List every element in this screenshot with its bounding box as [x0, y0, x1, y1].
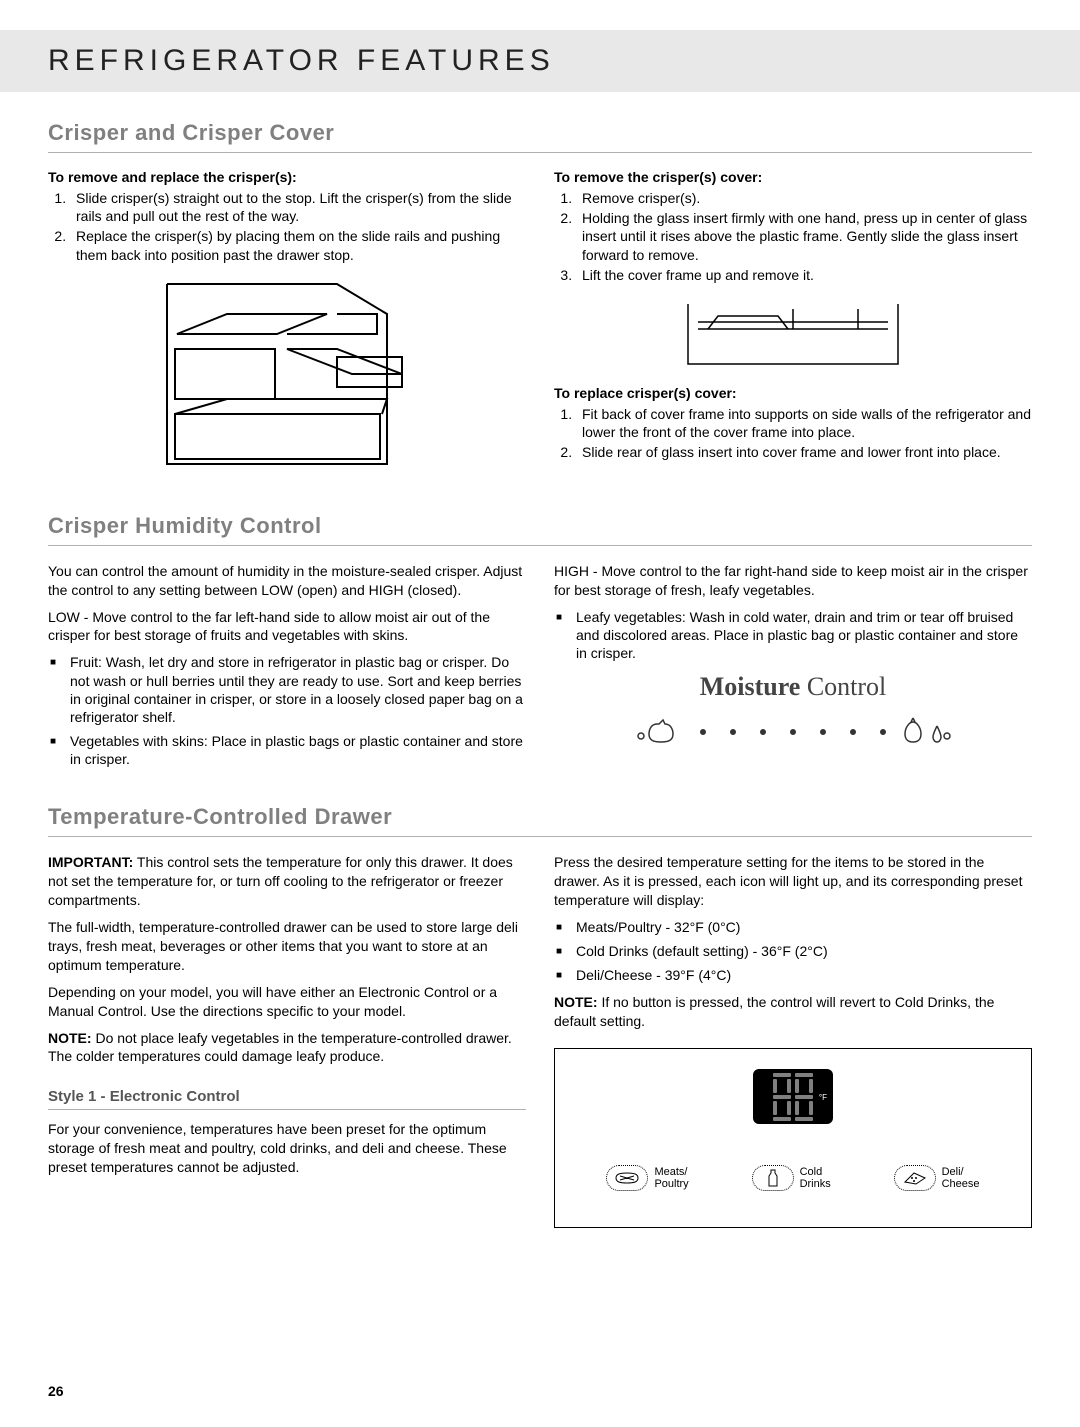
moisture-bold: Moisture	[700, 672, 801, 701]
list-item: Deli/Cheese - 39°F (4°C)	[576, 966, 1032, 984]
moisture-title: Moisture Control	[554, 672, 1032, 702]
cover-illustration	[554, 294, 1032, 377]
moisture-regular: Control	[800, 672, 886, 701]
list-item: Vegetables with skins: Place in plastic …	[70, 732, 526, 768]
s2-right-p1: HIGH - Move control to the far right-han…	[554, 562, 1032, 600]
style1-head: Style 1 - Electronic Control	[48, 1088, 526, 1105]
section2-cols: You can control the amount of humidity i…	[48, 562, 1032, 777]
section2-right: HIGH - Move control to the far right-han…	[554, 562, 1032, 777]
list-item: Remove crisper(s).	[576, 189, 1032, 207]
s2-left-p1: You can control the amount of humidity i…	[48, 562, 526, 600]
s3-left-p4: NOTE: Do not place leafy vegetables in t…	[48, 1029, 526, 1067]
divider	[48, 152, 1032, 153]
s2-left-p2: LOW - Move control to the far left-hand …	[48, 608, 526, 646]
temperature-display: °F	[753, 1069, 833, 1124]
s3-right-p2-text: If no button is pressed, the control wil…	[554, 994, 994, 1029]
note-label: NOTE:	[554, 994, 598, 1010]
s2-right-bullets: Leafy vegetables: Wash in cold water, dr…	[554, 608, 1032, 663]
crisper-illustration	[48, 274, 526, 477]
page-title-box: REFRIGERATOR FEATURES	[0, 30, 1080, 92]
section1-right: To remove the crisper(s) cover: Remove c…	[554, 169, 1032, 485]
electronic-control-panel: °F Meats/Poultry ColdDrinks	[554, 1048, 1032, 1228]
list-item: Lift the cover frame up and remove it.	[576, 266, 1032, 284]
list-item: Holding the glass insert firmly with one…	[576, 209, 1032, 264]
s1-right-list-a: Remove crisper(s). Holding the glass ins…	[554, 189, 1032, 284]
list-item: Slide crisper(s) straight out to the sto…	[70, 189, 526, 225]
page-title: REFRIGERATOR FEATURES	[48, 44, 1080, 78]
meats-button[interactable]: Meats/Poultry	[606, 1165, 688, 1191]
section2-heading: Crisper Humidity Control	[48, 513, 1032, 539]
section1-left: To remove and replace the crisper(s): Sl…	[48, 169, 526, 485]
s2-left-bullets: Fruit: Wash, let dry and store in refrig…	[48, 653, 526, 768]
list-item: Fit back of cover frame into supports on…	[576, 405, 1032, 441]
digit-icon	[773, 1073, 791, 1121]
deli-button[interactable]: Deli/Cheese	[894, 1165, 980, 1191]
s1-right-list-b: Fit back of cover frame into supports on…	[554, 405, 1032, 462]
section3-heading: Temperature-Controlled Drawer	[48, 804, 1032, 830]
list-item: Cold Drinks (default setting) - 36°F (2°…	[576, 942, 1032, 960]
divider	[48, 545, 1032, 546]
s3-left-p1: IMPORTANT: This control sets the tempera…	[48, 853, 526, 910]
degf-label: °F	[819, 1093, 827, 1102]
s3-left-p5: For your convenience, temperatures have …	[48, 1120, 526, 1177]
content: Crisper and Crisper Cover To remove and …	[0, 120, 1080, 1228]
section1-cols: To remove and replace the crisper(s): Sl…	[48, 169, 1032, 485]
s1-left-subhead: To remove and replace the crisper(s):	[48, 169, 526, 185]
digit-icon	[795, 1073, 813, 1121]
section2-left: You can control the amount of humidity i…	[48, 562, 526, 777]
important-label: IMPORTANT:	[48, 854, 133, 870]
moisture-icons	[554, 708, 1032, 749]
list-item: Leafy vegetables: Wash in cold water, dr…	[576, 608, 1032, 663]
s3-right-p2: NOTE: If no button is pressed, the contr…	[554, 993, 1032, 1031]
drinks-button[interactable]: ColdDrinks	[752, 1165, 831, 1191]
deli-icon	[894, 1165, 936, 1191]
meats-label: Meats/Poultry	[654, 1166, 688, 1190]
moisture-control-graphic: Moisture Control	[554, 672, 1032, 749]
meats-icon	[606, 1165, 648, 1191]
s3-right-p1: Press the desired temperature setting fo…	[554, 853, 1032, 910]
s3-right-bullets: Meats/Poultry - 32°F (0°C) Cold Drinks (…	[554, 918, 1032, 985]
s3-left-p3: Depending on your model, you will have e…	[48, 983, 526, 1021]
button-row: Meats/Poultry ColdDrinks Deli/Cheese	[555, 1165, 1031, 1191]
drinks-label: ColdDrinks	[800, 1166, 831, 1190]
divider	[48, 836, 1032, 837]
list-item: Meats/Poultry - 32°F (0°C)	[576, 918, 1032, 936]
section3-right: Press the desired temperature setting fo…	[554, 853, 1032, 1228]
s1-right-subhead-a: To remove the crisper(s) cover:	[554, 169, 1032, 185]
drinks-icon	[752, 1165, 794, 1191]
list-item: Fruit: Wash, let dry and store in refrig…	[70, 653, 526, 726]
deli-label: Deli/Cheese	[942, 1166, 980, 1190]
s3-left-p4-text: Do not place leafy vegetables in the tem…	[48, 1030, 512, 1065]
divider	[48, 1109, 526, 1110]
s1-left-list: Slide crisper(s) straight out to the sto…	[48, 189, 526, 264]
s3-left-p2: The full-width, temperature-controlled d…	[48, 918, 526, 975]
s1-right-subhead-b: To replace crisper(s) cover:	[554, 385, 1032, 401]
list-item: Replace the crisper(s) by placing them o…	[70, 227, 526, 263]
note-label: NOTE:	[48, 1030, 92, 1046]
list-item: Slide rear of glass insert into cover fr…	[576, 443, 1032, 461]
section3-cols: IMPORTANT: This control sets the tempera…	[48, 853, 1032, 1228]
section3-left: IMPORTANT: This control sets the tempera…	[48, 853, 526, 1228]
section1-heading: Crisper and Crisper Cover	[48, 120, 1032, 146]
